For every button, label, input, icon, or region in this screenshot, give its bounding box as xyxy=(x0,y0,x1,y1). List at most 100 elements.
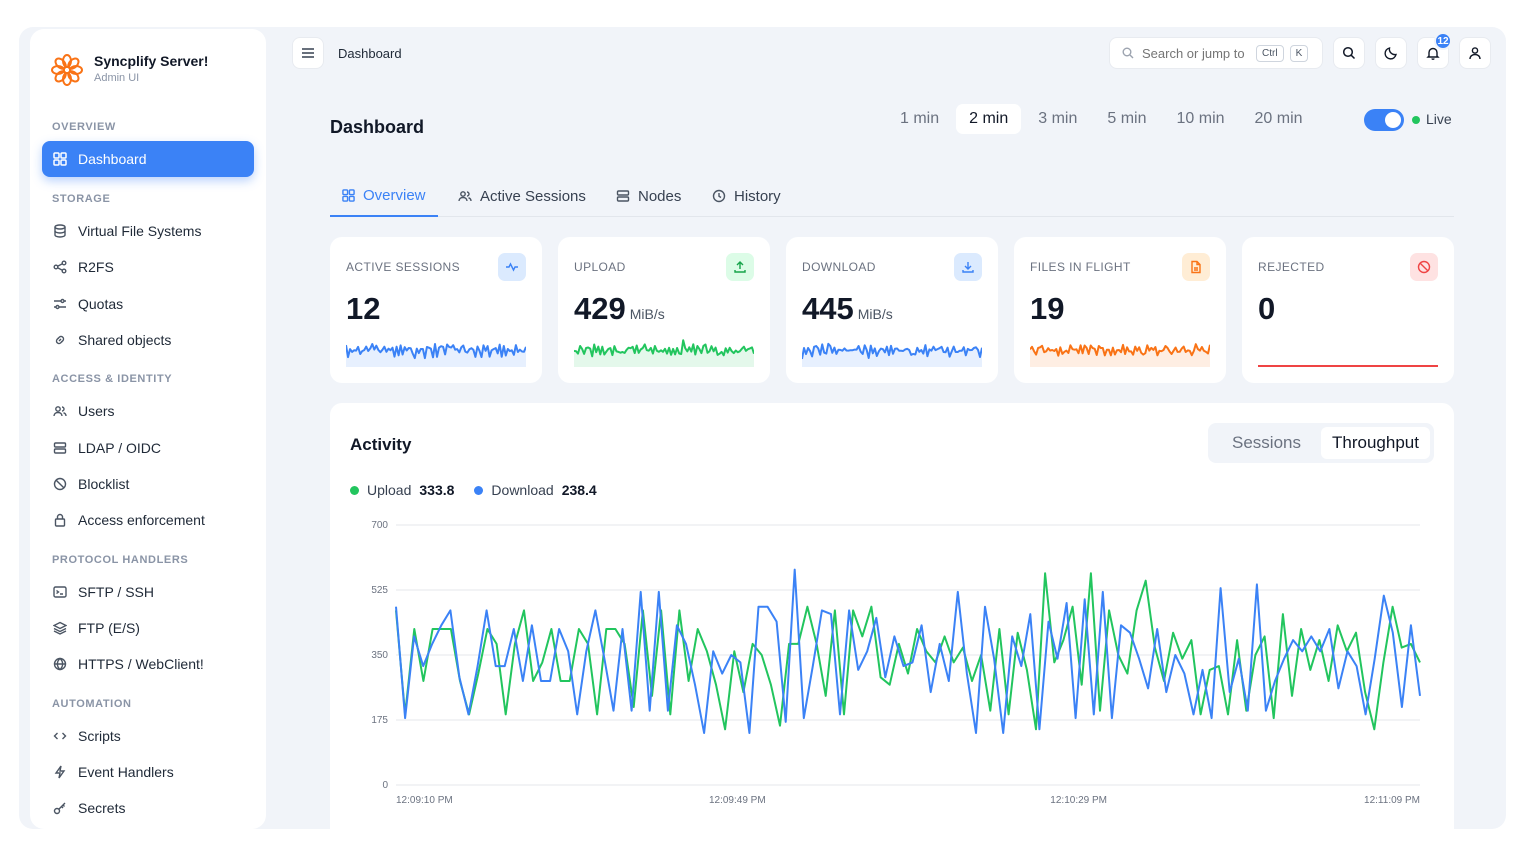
tab-active-sessions[interactable]: Active Sessions xyxy=(458,175,586,217)
brand-title: Syncplify Server! xyxy=(94,53,209,69)
activity-icon xyxy=(498,253,526,281)
stat-card-upload: UPLOAD 429 MiB/s xyxy=(558,237,770,383)
upload-icon xyxy=(726,253,754,281)
tab-nodes[interactable]: Nodes xyxy=(616,175,681,217)
segment-sessions[interactable]: Sessions xyxy=(1232,433,1301,452)
sidebar-item-ldap-oidc[interactable]: LDAP / OIDC xyxy=(42,430,254,466)
sidebar-item-ftp-es[interactable]: FTP (E/S) xyxy=(42,610,254,646)
sidebar-item-label: LDAP / OIDC xyxy=(78,440,161,456)
search-icon xyxy=(1122,47,1134,59)
page-title: Dashboard xyxy=(330,117,425,137)
card-value: 19 xyxy=(1030,291,1064,327)
segment-throughput[interactable]: Throughput xyxy=(1321,427,1430,459)
bell-icon xyxy=(1426,47,1440,60)
time-range-selector: 1 min 2 min 3 min 5 min 10 min 20 min xyxy=(887,104,1320,136)
search-box[interactable]: Ctrl K xyxy=(1109,37,1323,69)
live-status-dot xyxy=(1412,116,1420,124)
notifications-button[interactable]: 12 xyxy=(1417,32,1452,69)
sidebar-item-event-handlers[interactable]: Event Handlers xyxy=(42,754,254,790)
sidebar-item-dashboard[interactable]: Dashboard xyxy=(42,141,254,177)
grid-icon xyxy=(342,188,355,202)
share-icon xyxy=(52,259,68,275)
range-2-min[interactable]: 2 min xyxy=(956,104,1022,134)
tab-overview[interactable]: Overview xyxy=(330,175,438,217)
card-value: 0 xyxy=(1258,291,1275,327)
card-value-number: 0 xyxy=(1258,291,1276,326)
y-tick-label: 175 xyxy=(371,715,388,726)
live-toggle[interactable] xyxy=(1364,109,1404,131)
sidebar-item-sftp-ssh[interactable]: SFTP / SSH xyxy=(42,574,254,610)
tab-history[interactable]: History xyxy=(712,175,781,217)
users-icon xyxy=(52,403,68,419)
legend-upload[interactable]: Upload 333.8 xyxy=(350,482,454,498)
sidebar-item-secrets[interactable]: Secrets xyxy=(42,790,254,826)
section-storage: STORAGE xyxy=(52,193,111,205)
x-tick-label: 12:10:29 PM xyxy=(1050,795,1107,806)
sparkline-line xyxy=(574,339,754,358)
sparkline-active-sessions xyxy=(346,343,526,367)
notification-badge: 12 xyxy=(1434,32,1452,50)
x-tick-label: 12:09:10 PM xyxy=(396,795,453,806)
activity-segmented-control: Sessions Throughput xyxy=(1208,423,1434,463)
brand[interactable]: Syncplify Server! Admin UI xyxy=(50,51,250,91)
menu-toggle-button[interactable] xyxy=(292,37,324,69)
sparkline-rejected xyxy=(1258,365,1438,367)
search-button[interactable] xyxy=(1333,37,1365,69)
stat-card-rejected: REJECTED 0 xyxy=(1242,237,1454,383)
sparkline-line xyxy=(346,343,526,360)
section-protocol-handlers: PROTOCOL HANDLERS xyxy=(52,554,189,566)
user-menu-button[interactable] xyxy=(1459,37,1491,69)
sidebar-item-users[interactable]: Users xyxy=(42,393,254,429)
legend-dot xyxy=(474,485,484,495)
user-icon xyxy=(1469,47,1481,60)
link-icon xyxy=(52,332,68,348)
x-tick-label: 12:09:49 PM xyxy=(709,795,766,806)
sidebar-item-label: FTP (E/S) xyxy=(78,620,140,636)
range-1-min[interactable]: 1 min xyxy=(900,110,940,127)
sliders-icon xyxy=(52,296,68,312)
sidebar-item-blocklist[interactable]: Blocklist xyxy=(42,466,254,502)
legend-value: 333.8 xyxy=(419,482,455,498)
search-icon xyxy=(1342,46,1356,60)
sidebar-item-label: Shared objects xyxy=(78,332,172,348)
sidebar-item-label: Secrets xyxy=(78,800,126,816)
kbd-ctrl: Ctrl xyxy=(1256,44,1284,62)
range-10-min[interactable]: 10 min xyxy=(1176,110,1225,127)
range-3-min[interactable]: 3 min xyxy=(1038,110,1078,127)
sidebar-item-quotas[interactable]: Quotas xyxy=(42,286,254,322)
sidebar-item-scripts[interactable]: Scripts xyxy=(42,718,254,754)
card-value: 445 MiB/s xyxy=(802,291,893,327)
card-value-number: 429 xyxy=(574,291,626,326)
sidebar-item-virtual-file-systems[interactable]: Virtual File Systems xyxy=(42,213,254,249)
sidebar-item-label: Event Handlers xyxy=(78,764,174,780)
search-input[interactable] xyxy=(1142,45,1250,61)
card-label: REJECTED xyxy=(1258,260,1325,274)
server-icon xyxy=(52,440,68,456)
range-5-min[interactable]: 5 min xyxy=(1107,110,1147,127)
download-icon xyxy=(954,253,982,281)
legend-dot xyxy=(350,485,359,495)
y-tick-label: 700 xyxy=(371,520,388,531)
theme-toggle-button[interactable] xyxy=(1375,37,1407,69)
sidebar-item-label: Blocklist xyxy=(78,476,130,492)
grid-icon xyxy=(52,151,68,167)
y-tick-label: 0 xyxy=(382,780,388,791)
sidebar-item-label: Dashboard xyxy=(78,151,147,167)
sidebar-item-label: SFTP / SSH xyxy=(78,584,154,600)
card-value: 12 xyxy=(346,291,380,327)
sidebar-item-r2fs[interactable]: R2FS xyxy=(42,249,254,285)
range-20-min[interactable]: 20 min xyxy=(1254,110,1303,127)
y-tick-label: 525 xyxy=(371,585,388,596)
tab-label: History xyxy=(734,187,781,205)
tab-label: Overview xyxy=(363,186,426,204)
sidebar-item-access-enforcement[interactable]: Access enforcement xyxy=(42,502,254,538)
sparkline-download xyxy=(802,342,982,367)
dashboard-tabs: Overview Active Sessions Nodes History xyxy=(330,175,1454,217)
card-label: ACTIVE SESSIONS xyxy=(346,260,461,274)
sidebar-item-https-webclient[interactable]: HTTPS / WebClient! xyxy=(42,646,254,682)
kbd-k: K xyxy=(1289,44,1309,62)
card-label: FILES IN FLIGHT xyxy=(1030,260,1131,274)
sidebar-item-shared-objects[interactable]: Shared objects xyxy=(42,322,254,358)
lock-icon xyxy=(52,512,68,528)
legend-download[interactable]: Download 238.4 xyxy=(474,482,597,498)
